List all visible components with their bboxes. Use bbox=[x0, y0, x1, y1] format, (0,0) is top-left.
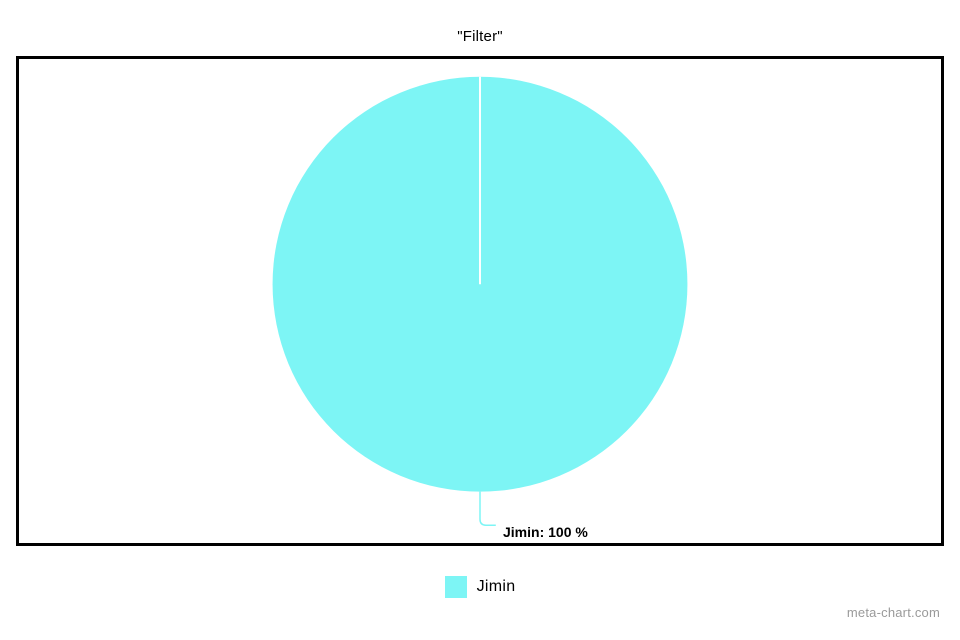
legend-label-jimin: Jimin bbox=[477, 578, 516, 596]
chart-plot-area: Jimin: 100 % bbox=[16, 56, 944, 546]
pie-slice-label: Jimin: 100 % bbox=[503, 524, 588, 540]
pie-svg bbox=[19, 59, 941, 543]
legend-swatch-jimin bbox=[445, 576, 467, 598]
watermark-text: meta-chart.com bbox=[847, 605, 940, 620]
chart-title: "Filter" bbox=[0, 28, 960, 45]
chart-legend: Jimin bbox=[0, 576, 960, 598]
pie-leader-line bbox=[480, 492, 496, 526]
